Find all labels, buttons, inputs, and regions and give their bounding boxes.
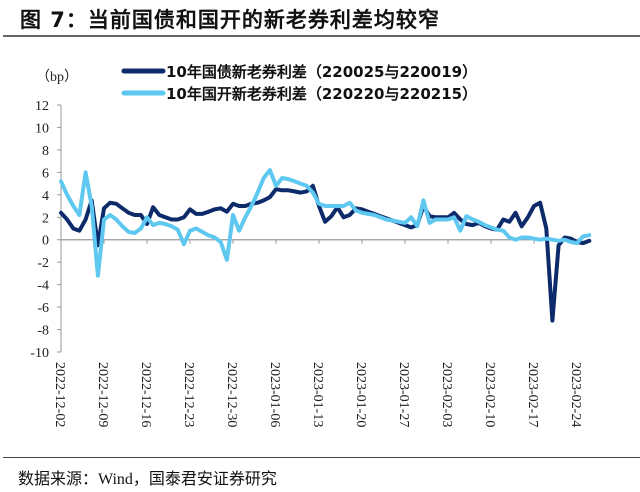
y-tick-label: 2	[42, 211, 49, 226]
y-tick-label: -6	[37, 301, 49, 316]
x-tick-label: 2023-01-06	[267, 362, 282, 427]
y-tick-label: 12	[35, 99, 49, 114]
figure-title: 图 7：当前国债和国开的新老券利差均较窄	[20, 8, 440, 32]
footer-divider	[3, 457, 640, 458]
x-tick-label: 2022-12-09	[95, 362, 110, 427]
x-tick-label: 2023-02-10	[482, 362, 497, 427]
y-tick-label: 10	[35, 121, 49, 136]
x-tick-label: 2022-12-23	[181, 362, 196, 427]
x-tick-label: 2023-01-13	[310, 362, 325, 427]
y-tick-label: -4	[37, 279, 49, 294]
x-tick-label: 2023-02-24	[568, 362, 583, 427]
y-tick-label: 0	[42, 234, 49, 249]
x-tick-label: 2022-12-02	[52, 362, 67, 427]
x-tick-label: 2022-12-16	[138, 362, 153, 427]
source-note: 数据来源：Wind，国泰君安证券研究	[18, 471, 277, 488]
y-axis-unit: （bp）	[36, 69, 78, 85]
y-tick-label: 8	[42, 144, 49, 159]
y-tick-label: -10	[30, 346, 49, 361]
legend-label: 10年国债新老券利差（220025与220019）	[166, 63, 477, 81]
x-tick-label: 2022-12-30	[224, 362, 239, 427]
y-tick-label: 4	[42, 189, 49, 204]
legend-label: 10年国开新老券利差（220220与220215）	[166, 85, 477, 103]
series-cdb-line	[59, 168, 592, 278]
y-tick-label: -2	[37, 256, 49, 271]
x-tick-label: 2023-02-17	[525, 362, 540, 427]
title-divider	[3, 35, 640, 37]
x-tick-label: 2023-02-03	[439, 362, 454, 427]
y-tick-label: 6	[42, 166, 49, 181]
x-tick-label: 2023-01-27	[396, 362, 411, 427]
x-tick-label: 2023-01-20	[353, 362, 368, 427]
y-tick-label: -8	[37, 324, 49, 339]
